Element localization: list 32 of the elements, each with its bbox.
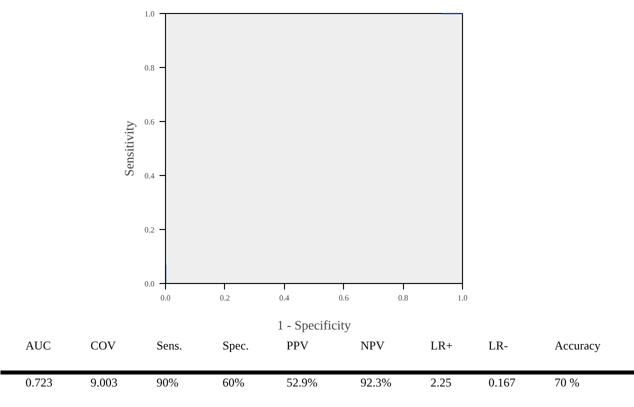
x-tick-label: 0.2 [220,294,230,302]
text: LR+ [430,338,453,352]
y-tick-label: 0.4 [144,172,154,180]
text: LR- [488,338,508,352]
x-axis-title: 1 - Specificity [277,318,352,332]
text: Accuracy [554,338,600,352]
x-tick-label: 0.6 [338,294,349,302]
text: 90% [156,376,178,390]
text: 92.3% [360,376,392,390]
text: COV [90,338,116,352]
text: 70 % [554,376,580,390]
y-tick-label: 0.6 [144,118,154,126]
y-tick-label: 0.8 [144,64,154,72]
text: PPV [286,338,309,352]
y-axis-title: Sensitivity [122,120,136,176]
y-tick-label: 0.2 [144,226,154,234]
x-tick-label: 0.8 [398,294,408,302]
x-tick-label: 0.4 [279,294,290,302]
text: Sens. [156,338,182,352]
text: 0.723 [26,376,52,390]
y-tick-label: 0.0 [144,280,154,288]
x-tick-label: 0.0 [160,294,170,302]
text: 2.25 [430,376,452,390]
text: NPV [360,338,385,352]
text: AUC [26,338,51,352]
y-tick-label: 1.0 [144,10,154,18]
text: 9.003 [90,376,118,390]
x-tick-label: 1.0 [458,294,468,302]
text: Spec. [222,338,249,352]
text: 60% [222,376,244,390]
text: 52.9% [286,376,318,390]
text: 0.167 [488,376,516,390]
